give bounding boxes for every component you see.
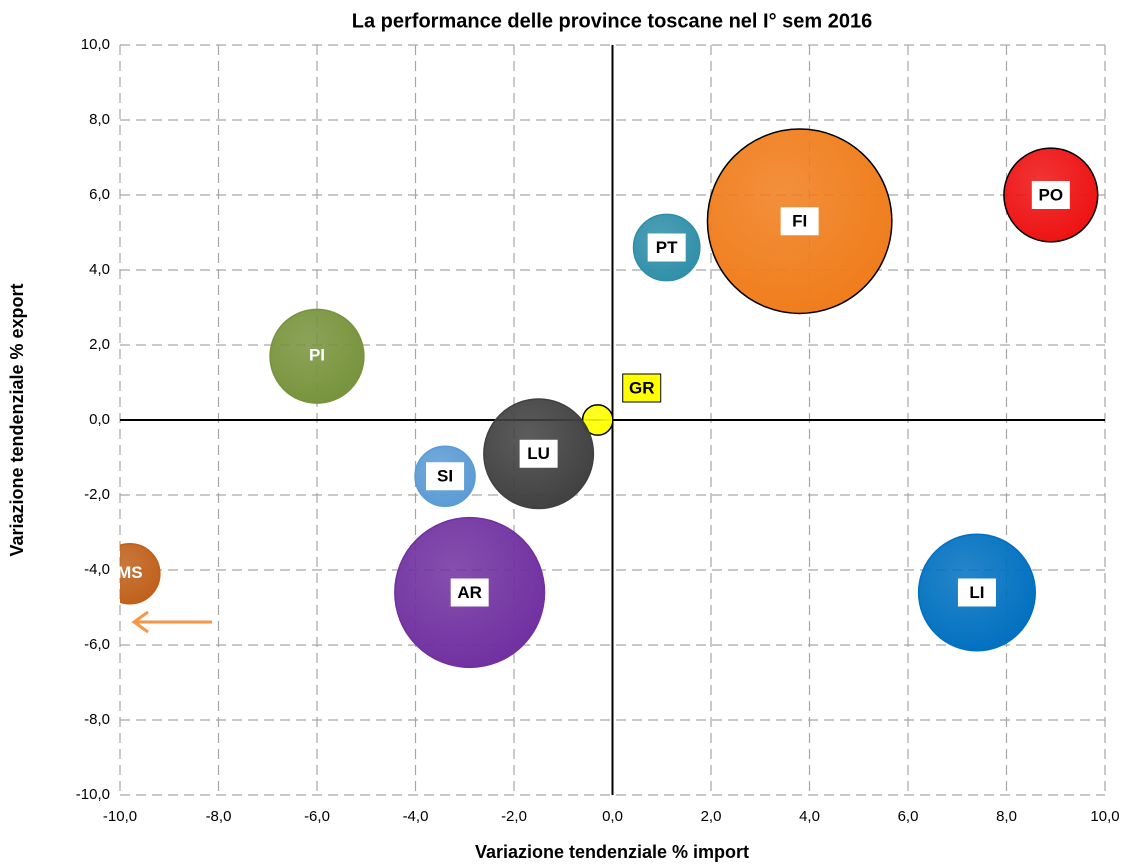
x-tick-label: -8,0 [206,808,232,825]
y-tick-label: 2,0 [89,336,110,353]
label-box [647,233,686,262]
bubble-label: LU [527,444,550,463]
x-tick-label: -2,0 [501,808,527,825]
label-box [1031,181,1070,209]
y-axis-label: Variazione tendenziale % export [7,283,27,556]
x-tick-label: 4,0 [799,808,820,825]
x-axis-label: Variazione tendenziale % import [475,842,749,862]
x-tick-label: 8,0 [996,808,1017,825]
bubble-label: PO [1039,185,1064,204]
x-tick-label: 6,0 [898,808,919,825]
arrow-head [131,610,149,634]
bubble [269,308,365,404]
chart-title: La performance delle province toscane ne… [352,10,872,32]
bubble-label: PI [309,346,325,365]
bubble-labels: FI PO PT PI GR LU SI AR LI MS [117,181,1070,607]
bubble-label: AR [457,583,482,602]
x-tick-label: 10,0 [1090,808,1119,825]
bubble [120,543,161,605]
label-box [426,462,465,491]
x-tick-label: 0,0 [602,808,623,825]
label-box [622,373,662,403]
label-box [780,207,819,236]
bubble-label: MS [117,563,143,582]
label-box [957,578,996,607]
bubble-label: FI [792,212,807,231]
x-tick-label: 2,0 [701,808,722,825]
bubble-label: SI [437,467,453,486]
y-tick-label: -2,0 [84,486,110,503]
x-tick-label: -4,0 [403,808,429,825]
axes: -10,0 -8,0 -6,0 -4,0 -2,0 0,0 2,0 4,0 6,0 8,0 10,0… [76,36,1120,825]
bubble-label: GR [629,378,655,397]
y-tick-label: -8,0 [84,711,110,728]
bubbles [120,128,1099,669]
x-tick-label: -10,0 [103,808,137,825]
arrow [131,610,212,634]
y-tick-label: 6,0 [89,186,110,203]
y-tick-label: 8,0 [89,111,110,128]
x-tick-label: -6,0 [304,808,330,825]
y-tick-label: 10,0 [81,36,110,53]
y-tick-label: -6,0 [84,636,110,653]
y-tick-label: 0,0 [89,411,110,428]
bubble-label: LI [969,583,984,602]
bubble-label: PT [656,238,678,257]
y-tick-label: 4,0 [89,261,110,278]
label-box [450,578,489,607]
y-tick-label: -10,0 [76,786,110,803]
y-tick-label: -4,0 [84,561,110,578]
label-box [519,439,558,468]
